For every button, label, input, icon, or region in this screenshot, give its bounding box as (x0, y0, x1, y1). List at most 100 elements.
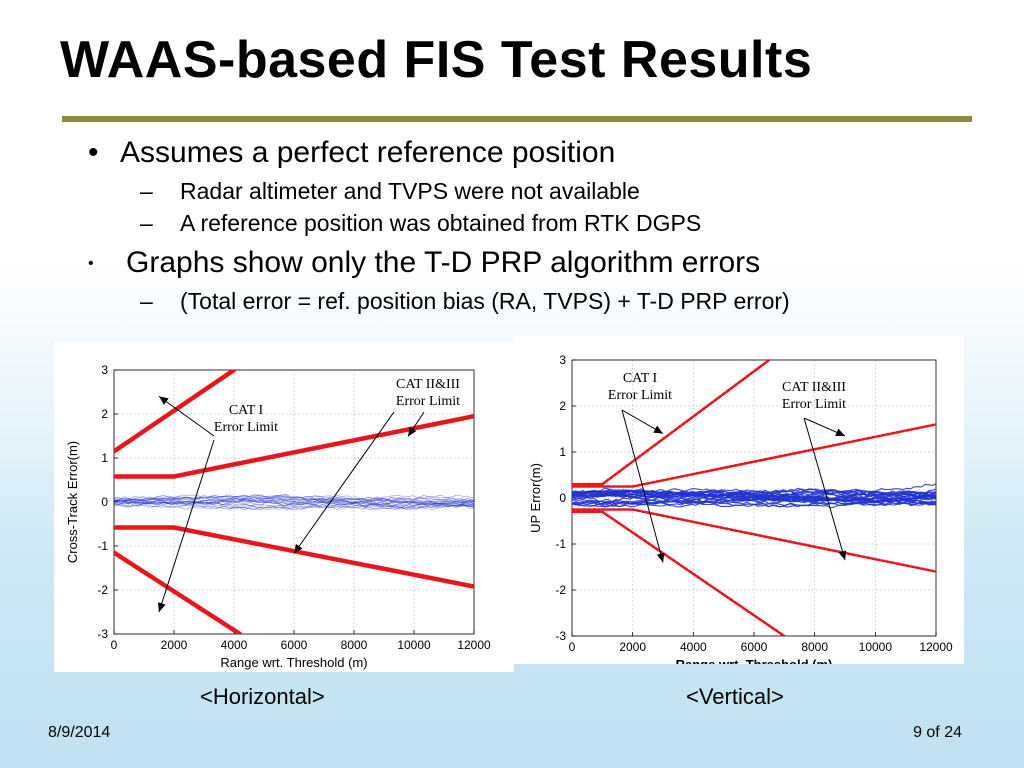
error-trace (572, 488, 936, 497)
y-tick-label: 0 (101, 495, 108, 509)
x-tick-label: 10000 (859, 640, 893, 654)
y-tick-label: -2 (555, 583, 566, 597)
arrow-head (159, 396, 169, 405)
error-trace (114, 503, 474, 511)
y-tick-label: 0 (559, 491, 566, 505)
annotation-label: CAT II&III (782, 380, 846, 395)
annotation-label: CAT I (229, 403, 264, 418)
error-trace (114, 503, 474, 510)
error-trace (572, 487, 936, 497)
x-axis-label: Range wrt. Threshold (m) (676, 657, 833, 664)
arrow-head (294, 543, 303, 554)
bullet-marker: • (88, 136, 99, 169)
error-trace (114, 496, 474, 505)
bullet-1: • Assumes a perfect reference position (88, 136, 615, 170)
y-tick-label: 2 (559, 399, 566, 413)
horizontal-caption: <Horizontal> (200, 684, 325, 709)
x-tick-label: 12000 (457, 638, 491, 652)
y-axis-label: UP Error(m) (528, 463, 543, 533)
y-tick-label: -1 (555, 537, 566, 551)
error-trace (114, 496, 474, 504)
x-axis-label: Range wrt. Threshold (m) (220, 655, 367, 670)
x-tick-label: 12000 (919, 640, 953, 654)
error-trace (114, 494, 474, 502)
limit-lines (114, 370, 474, 634)
y-tick-label: 3 (101, 363, 108, 377)
error-trace (114, 498, 474, 508)
y-tick-label: -3 (97, 627, 108, 641)
x-tick-label: 4000 (680, 640, 707, 654)
x-tick-label: 10000 (397, 638, 431, 652)
x-tick-label: 8000 (801, 640, 828, 654)
error-trace (114, 494, 474, 504)
footer-date: 8/9/2014 (48, 724, 111, 741)
bullet-2-text: Graphs show only the T-D PRP algorithm e… (126, 246, 761, 279)
limit-line (572, 360, 771, 486)
sub-bullet-marker: – (140, 288, 153, 314)
limit-line (114, 370, 237, 454)
x-tick-label: 4000 (221, 638, 248, 652)
arrow-head (835, 428, 845, 436)
annotation-label: Error Limit (396, 394, 460, 409)
error-trace (114, 501, 474, 510)
y-tick-label: -1 (97, 539, 108, 553)
error-trace (114, 500, 474, 508)
x-tick-label: 0 (111, 638, 118, 652)
y-tick-label: 1 (101, 451, 108, 465)
title-divider (62, 116, 972, 122)
error-trace (114, 499, 474, 509)
error-trace (114, 500, 474, 511)
vertical-chart-panel: 0 2000 4000 6000 8000 10000 12000 3 2 1 0 -1 -2 -3 Ran… (514, 336, 964, 672)
x-tick-label: 6000 (741, 640, 768, 654)
annotation-label: CAT II&III (396, 377, 460, 392)
sub-bullet-1-1: – Radar altimeter and TVPS were not avail… (140, 178, 640, 205)
y-tick-label: 1 (559, 445, 566, 459)
x-tick-label: 0 (569, 640, 576, 654)
error-trace (114, 494, 474, 503)
footer-page-number: 9 of 24 (913, 724, 962, 741)
limit-line (572, 423, 936, 488)
sub-bullet-marker: – (140, 178, 153, 204)
y-tick-label: 3 (559, 353, 566, 367)
annotation-label: Error Limit (214, 420, 278, 435)
annotation-arrow (158, 395, 215, 437)
error-trace (114, 494, 474, 505)
arrow-head (653, 425, 663, 434)
limit-line (572, 508, 936, 573)
annotation-label: Error Limit (782, 397, 846, 412)
y-tick-label: 2 (101, 407, 108, 421)
limit-line (114, 525, 474, 589)
error-traces (114, 494, 474, 511)
bullet-1-text: Assumes a perfect reference position (120, 136, 616, 169)
sub-bullet-1-1-text: Radar altimeter and TVPS were not availa… (180, 178, 640, 204)
error-trace (114, 498, 474, 508)
arrow-head (656, 552, 665, 563)
error-traces (572, 483, 936, 509)
error-trace (572, 500, 936, 509)
sub-bullet-marker: – (140, 210, 153, 236)
limit-lines (572, 360, 936, 636)
y-tick-label: -3 (555, 629, 566, 643)
error-trace (114, 494, 474, 508)
annotation-label: CAT I (623, 371, 658, 386)
annotation-arrow (293, 411, 395, 554)
bullet-marker: • (88, 255, 94, 273)
limit-line (114, 550, 243, 634)
limit-line (572, 510, 786, 636)
bullet-2: • Graphs show only the T-D PRP algorithm … (88, 246, 760, 280)
annotation-arrow (158, 439, 215, 613)
arrow-head (157, 602, 166, 612)
limit-line (114, 413, 474, 479)
error-trace (572, 493, 936, 503)
horizontal-error-chart: 0 2000 4000 6000 8000 10000 12000 3 2 1 0 -1 -2 -3 Ran… (65, 363, 491, 670)
error-trace (114, 499, 474, 506)
annotation-arrow (803, 417, 846, 561)
sub-bullet-2-1: – (Total error = ref. position bias (RA, … (140, 288, 790, 315)
x-tick-label: 2000 (161, 638, 188, 652)
annotation-arrow (621, 409, 664, 563)
error-trace (114, 500, 474, 509)
horizontal-chart-panel: 0 2000 4000 6000 8000 10000 12000 3 2 1 0 -1 -2 -3 Ran… (54, 342, 514, 672)
slide-title: WAAS-based FIS Test Results (60, 31, 813, 89)
arrow-head (838, 550, 847, 561)
error-trace (114, 497, 474, 504)
